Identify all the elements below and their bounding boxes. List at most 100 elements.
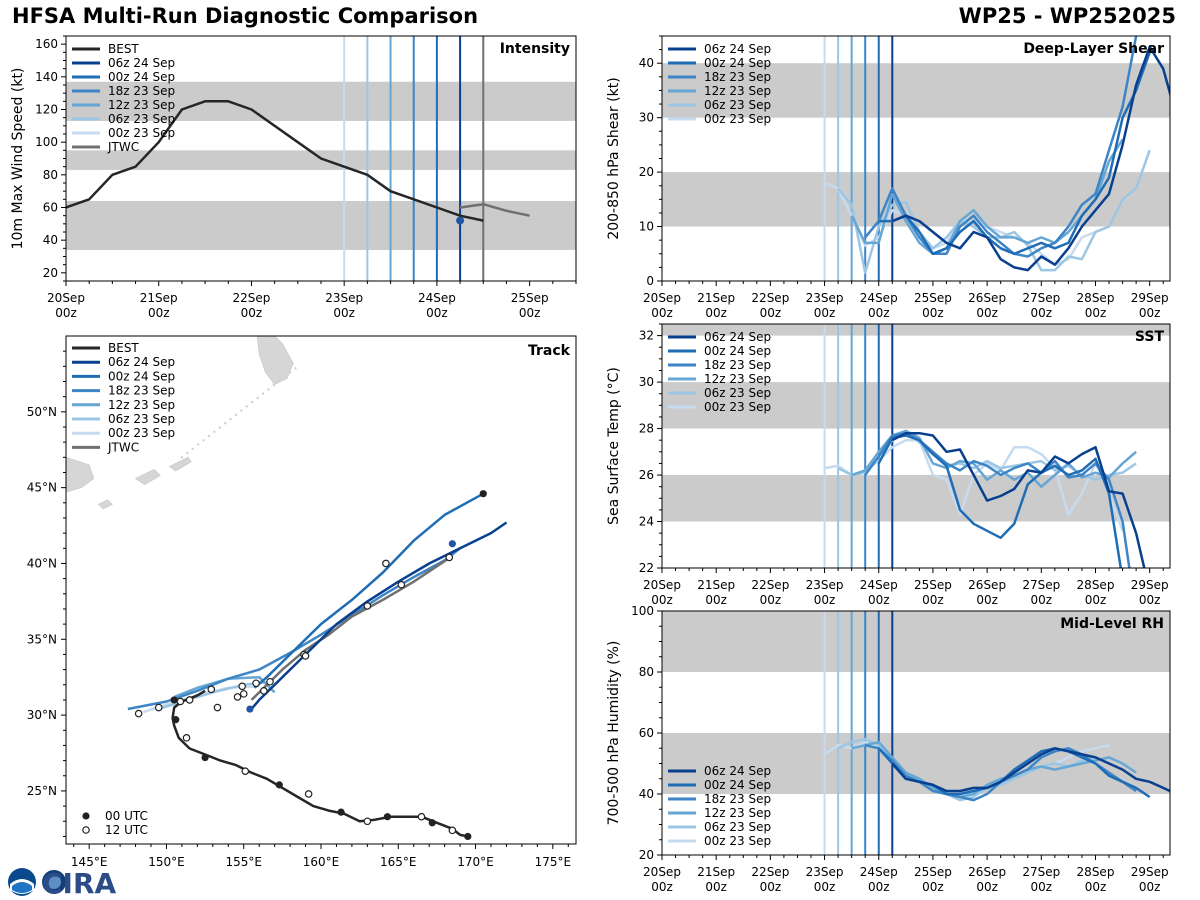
x-tick-label: 150°E (148, 855, 185, 869)
panel-title: SST (1135, 329, 1165, 345)
legend-label-06z-24-sep: 06z 24 Sep (704, 42, 771, 56)
series-line-jtwc (459, 202, 530, 217)
legend-label-12z-23-sep: 12z 23 Sep (704, 84, 771, 98)
x-tick-label: 00z (1031, 306, 1053, 320)
x-tick-label: 21Sep (697, 578, 735, 592)
x-tick-label: 24Sep (418, 291, 456, 305)
x-tick-label: 155°E (225, 855, 262, 869)
plot-area-shear (662, 36, 1170, 281)
x-tick-label: 21Sep (697, 291, 735, 305)
legend-label-00z-23-sep: 00z 23 Sep (704, 834, 771, 848)
x-tick-label: 00z (760, 880, 782, 894)
track-line-06z-24-sep (250, 521, 508, 710)
legend-label-00z-24-sep: 00z 24 Sep (108, 369, 175, 383)
y-tick-label: 30 (639, 375, 654, 389)
series-line-06z-23-sep (837, 737, 1110, 802)
legend-label-18z-23-sep: 18z 23 Sep (108, 84, 175, 98)
track-point-12utc (252, 679, 260, 688)
x-tick-label: 00z (651, 306, 673, 320)
track-point-12utc (207, 685, 216, 694)
y-tick-label: 160 (35, 37, 58, 51)
legend-label-06z-23-sep: 06z 23 Sep (704, 98, 771, 112)
track-point-12utc (260, 687, 268, 695)
x-tick-label: 24Sep (860, 865, 898, 879)
x-tick-label: 25Sep (511, 291, 549, 305)
x-tick-label: 00z (760, 306, 782, 320)
x-tick-label: 20Sep (643, 578, 681, 592)
y-tick-label: 20 (639, 848, 654, 862)
x-tick-label: 00z (1085, 306, 1107, 320)
legend-label-00z-23-sep: 00z 23 Sep (108, 126, 175, 140)
y-tick-label: 100 (631, 604, 654, 618)
x-tick-label: 29Sep (1131, 578, 1169, 592)
x-tick-label: 00z (1085, 880, 1107, 894)
x-tick-label: 160°E (303, 855, 340, 869)
x-tick-label: 26Sep (968, 865, 1006, 879)
legend-label-best: BEST (108, 42, 139, 56)
track-point-12utc (182, 734, 191, 742)
plot-area-rh (662, 611, 1170, 855)
series-line-06z-24-sep (891, 431, 1146, 568)
threshold-band (66, 200, 576, 250)
threshold-band (66, 150, 576, 170)
x-tick-label: 22Sep (751, 865, 789, 879)
series-line-best (66, 100, 484, 222)
legend-label-18z-23-sep: 18z 23 Sep (704, 358, 771, 372)
panel-title: Mid-Level RH (1060, 616, 1164, 632)
series-line-12z-23-sep (851, 740, 1137, 799)
legend-label-12z-23-sep: 12z 23 Sep (108, 98, 175, 112)
track-point-12utc (176, 697, 185, 706)
x-tick-label: 29Sep (1131, 291, 1169, 305)
legend-label-00z-23-sep: 00z 23 Sep (704, 112, 771, 126)
track-point-12utc (304, 790, 313, 798)
x-tick-label: 00z (1139, 880, 1161, 894)
legend-label-jtwc: JTWC (107, 140, 139, 154)
panel-shear: 01020304020Sep00z21Sep00z22Sep00z23Sep00… (606, 35, 1171, 320)
x-tick-label: 25Sep (914, 291, 952, 305)
x-tick-label: 00z (426, 306, 448, 320)
island-dot (251, 400, 254, 404)
x-tick-label: 170°E (457, 855, 494, 869)
island-dot (223, 422, 227, 425)
x-tick-label: 28Sep (1077, 865, 1115, 879)
x-tick-label: 00z (651, 880, 673, 894)
x-tick-label: 00z (1031, 593, 1053, 607)
legend-label-12z-23-sep: 12z 23 Sep (704, 372, 771, 386)
track-line-18z-23-sep (127, 547, 461, 711)
y-tick-label: 0 (646, 274, 654, 288)
x-tick-label: 175°E (535, 855, 572, 869)
x-tick-label: 00z (922, 593, 944, 607)
island-dot (294, 366, 297, 370)
x-tick-label: 00z (868, 593, 890, 607)
island-dot (283, 375, 286, 378)
x-tick-label: 23Sep (806, 291, 844, 305)
island-dot (218, 426, 221, 429)
x-tick-label: 00z (814, 306, 836, 320)
track-point-12utc (417, 812, 426, 821)
x-tick-label: 21Sep (140, 291, 178, 305)
track-point-12utc (448, 826, 457, 835)
island-dot (272, 383, 276, 387)
track-point-12utc (213, 703, 222, 712)
y-tick-label: 32 (639, 329, 654, 343)
x-tick-label: 22Sep (751, 578, 789, 592)
island-dot (191, 447, 194, 451)
threshold-band (662, 382, 1170, 429)
panel-intensity: 2040608010012014016020Sep00z21Sep00z22Se… (10, 35, 577, 320)
y-axis-label: 200-850 hPa Shear (kt) (606, 77, 622, 239)
x-tick-label: 00z (1031, 880, 1053, 894)
panel-sst: 22242628303220Sep00z21Sep00z22Sep00z23Se… (606, 323, 1171, 607)
x-tick-label: 21Sep (697, 865, 735, 879)
island-dot (256, 396, 259, 400)
legend-label-06z-23-sep: 06z 23 Sep (108, 112, 175, 126)
track-line-00z-24-sep (253, 492, 484, 689)
y-tick-label: 60 (43, 201, 58, 215)
threshold-band (662, 324, 1170, 336)
track-point-00utc (201, 753, 209, 762)
y-tick-label: 80 (43, 168, 58, 182)
legend-label-18z-23-sep: 18z 23 Sep (108, 384, 175, 398)
axes-frame (661, 323, 1171, 569)
